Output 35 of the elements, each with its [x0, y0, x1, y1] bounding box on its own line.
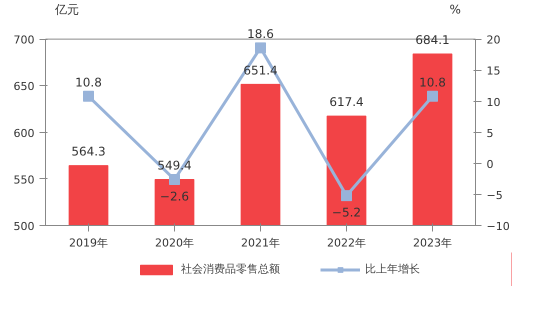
- data-label: 18.6: [247, 26, 274, 41]
- legend-label: 社会消费品零售总额: [181, 262, 280, 276]
- y-tick-label: 500: [14, 220, 35, 233]
- data-label: 10.8: [75, 75, 102, 90]
- y-tick-label: 650: [14, 80, 35, 94]
- data-label: 10.8: [419, 75, 446, 90]
- legend-label: 比上年增长: [365, 262, 420, 276]
- point: [427, 90, 438, 102]
- data-label: 564.3: [71, 144, 106, 159]
- x-tick-label: 2019年: [69, 236, 108, 250]
- x-tick-label: 2023年: [413, 236, 452, 250]
- y-tick-label: 550: [14, 173, 35, 186]
- data-label: 617.4: [329, 95, 364, 110]
- x-tick-label: 2020年: [155, 236, 194, 250]
- data-label: −2.6: [160, 190, 190, 204]
- point: [169, 174, 180, 186]
- point: [341, 190, 352, 202]
- x-tick-label: 2021年: [241, 236, 280, 250]
- y2-tick-label: 10: [486, 96, 500, 109]
- y-tick-label: 600: [14, 126, 35, 140]
- y2-tick-label: 20: [486, 34, 500, 47]
- y2-tick-label: 0: [486, 158, 494, 171]
- y2-tick-label: −10: [486, 220, 510, 233]
- data-label: −5.2: [332, 206, 362, 220]
- point: [255, 42, 266, 54]
- y-axis-title: 亿元: [54, 2, 80, 16]
- y2-axis-title: %: [449, 2, 461, 16]
- x-tick-label: 2022年: [327, 236, 366, 250]
- y2-tick-label: −5: [486, 188, 503, 202]
- y2-tick-label: 15: [486, 64, 500, 78]
- y-tick-label: 700: [14, 34, 35, 47]
- data-label: 651.4: [243, 63, 278, 78]
- data-label: 549.4: [157, 158, 192, 172]
- point: [83, 90, 94, 102]
- y2-tick-label: 5: [486, 126, 494, 140]
